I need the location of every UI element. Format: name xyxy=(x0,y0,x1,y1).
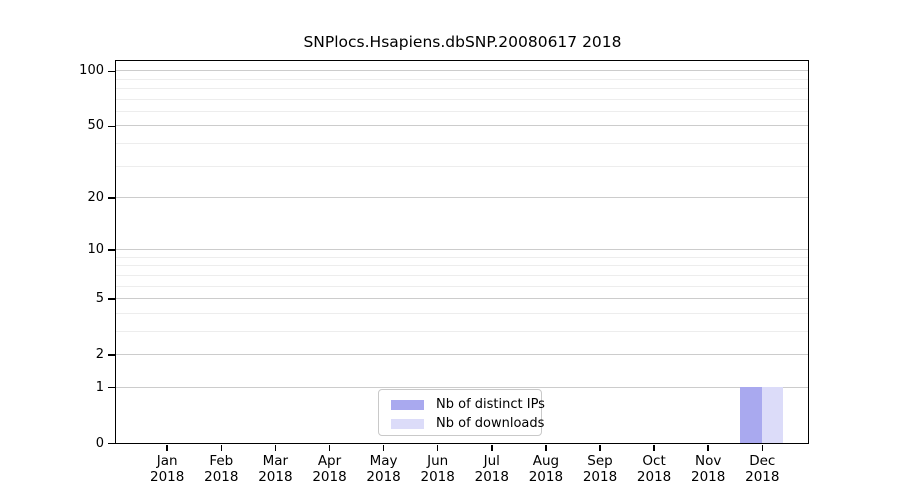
gridline-major xyxy=(116,249,808,251)
gridline-minor xyxy=(116,78,808,80)
y-tick-mark xyxy=(108,442,115,445)
legend-entry-downloads: Nb of downloads xyxy=(391,414,545,433)
gridline-minor xyxy=(116,98,808,100)
x-tick-mark xyxy=(274,445,277,451)
x-tick-label: Oct 2018 xyxy=(636,452,672,485)
gridline-minor xyxy=(116,165,808,167)
x-tick-label: Feb 2018 xyxy=(204,452,239,485)
gridline-minor xyxy=(116,274,808,276)
x-tick-mark xyxy=(166,445,168,451)
x-tick-label: Jan 2018 xyxy=(150,452,185,485)
y-tick-label: 0 xyxy=(95,435,104,451)
y-tick-mark xyxy=(108,298,115,300)
y-tick-label: 50 xyxy=(87,118,104,134)
y-tick-label: 20 xyxy=(87,189,104,205)
gridline-minor xyxy=(116,285,808,287)
y-tick-label: 10 xyxy=(87,242,104,258)
gridline-minor xyxy=(116,312,808,314)
legend: Nb of distinct IPs Nb of downloads xyxy=(378,389,545,436)
x-tick-label: Jul 2018 xyxy=(474,452,509,485)
gridline-major xyxy=(116,353,808,355)
x-tick-mark xyxy=(653,445,655,451)
y-tick-label: 1 xyxy=(95,379,104,395)
gridline-minor xyxy=(116,330,808,332)
legend-label: Nb of downloads xyxy=(436,416,545,431)
y-tick-label: 100 xyxy=(79,63,104,79)
x-tick-mark xyxy=(382,445,385,451)
x-tick-mark xyxy=(328,445,331,451)
plot-area: Nb of distinct IPs Nb of downloads xyxy=(115,60,809,444)
gridline-major xyxy=(116,196,808,198)
x-tick-label: Mar 2018 xyxy=(258,452,293,485)
bar-downloads xyxy=(761,387,784,443)
y-tick-mark xyxy=(108,386,115,389)
x-tick-mark xyxy=(436,445,439,451)
gridline-minor xyxy=(116,265,808,267)
x-tick-mark xyxy=(220,445,223,451)
y-tick-label: 2 xyxy=(95,346,104,362)
chart-title: SNPlocs.Hsapiens.dbSNP.20080617 2018 xyxy=(303,33,622,51)
x-tick-mark xyxy=(707,445,709,451)
legend-entry-distinct-ips: Nb of distinct IPs xyxy=(391,395,545,414)
gridline-major xyxy=(116,386,808,388)
gridline-major xyxy=(116,125,808,127)
gridline-minor xyxy=(116,256,808,258)
x-tick-mark xyxy=(761,445,764,451)
y-tick-mark xyxy=(108,249,115,251)
y-tick-mark xyxy=(108,70,115,72)
y-tick-mark xyxy=(108,197,115,199)
x-tick-label: Jun 2018 xyxy=(420,452,455,485)
legend-swatch xyxy=(391,418,424,429)
y-tick-mark xyxy=(108,125,115,128)
gridline-minor xyxy=(116,110,808,112)
x-tick-label: Sep 2018 xyxy=(582,452,618,485)
y-tick-label: 5 xyxy=(95,290,104,306)
x-tick-mark xyxy=(545,445,547,451)
gridline-major xyxy=(116,70,808,72)
gridline-major xyxy=(116,297,808,299)
x-tick-label: Apr 2018 xyxy=(312,452,347,485)
legend-swatch xyxy=(391,399,424,410)
x-tick-label: Aug 2018 xyxy=(528,452,564,485)
legend-label: Nb of distinct IPs xyxy=(436,397,545,412)
gridline-minor xyxy=(116,88,808,90)
x-tick-mark xyxy=(491,445,493,451)
x-tick-label: Dec 2018 xyxy=(745,452,780,485)
bar-distinct-ips xyxy=(740,387,762,443)
x-tick-mark xyxy=(599,445,601,451)
gridline-minor xyxy=(116,142,808,144)
x-tick-label: Nov 2018 xyxy=(691,452,726,485)
y-tick-mark xyxy=(108,354,115,356)
x-tick-label: May 2018 xyxy=(366,452,401,485)
